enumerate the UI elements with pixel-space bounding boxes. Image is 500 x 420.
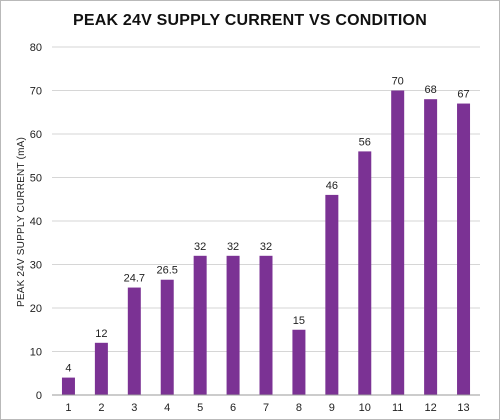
data-label: 32 — [260, 241, 272, 253]
bar — [358, 151, 372, 395]
x-tick-label: 3 — [131, 402, 137, 414]
x-tick-label: 2 — [98, 402, 104, 414]
x-tick-label: 13 — [457, 402, 469, 414]
data-labels: 4 12 24.7 26.5 32 32 32 15 46 56 70 68 67 — [65, 76, 469, 375]
data-label: 46 — [326, 180, 338, 192]
x-tick-label: 5 — [197, 402, 203, 414]
x-tick-label: 11 — [392, 402, 403, 414]
y-tick-label: 30 — [30, 260, 42, 272]
x-tick-label: 4 — [164, 402, 170, 414]
bar — [325, 194, 339, 395]
y-axis-label: PEAK 24V SUPPLY CURRENT (mA) — [16, 137, 27, 307]
x-tick-label: 12 — [424, 402, 436, 414]
y-tick-label: 20 — [30, 303, 42, 315]
bar — [391, 90, 405, 395]
data-label: 56 — [359, 136, 371, 148]
bar — [127, 287, 141, 395]
x-tick-label: 10 — [359, 402, 371, 414]
y-tick-label: 60 — [30, 129, 42, 141]
bar — [292, 329, 306, 395]
bar — [61, 377, 75, 395]
data-label: 32 — [227, 241, 239, 253]
gridlines — [52, 46, 480, 352]
data-label: 70 — [392, 76, 404, 88]
y-tick-label: 0 — [36, 390, 42, 402]
bar — [94, 342, 108, 395]
bar — [160, 279, 174, 395]
data-label: 15 — [293, 315, 305, 327]
data-label: 68 — [424, 84, 436, 96]
bar — [259, 255, 273, 395]
y-tick-label: 70 — [30, 86, 42, 98]
x-tick-label: 6 — [230, 402, 236, 414]
bar — [226, 255, 240, 395]
x-tick-label: 1 — [65, 402, 71, 414]
bar — [193, 255, 207, 395]
y-tick-label: 10 — [30, 347, 42, 359]
x-axis-ticks: 1 2 3 4 5 6 7 8 9 10 11 12 13 — [65, 402, 469, 414]
data-label: 32 — [194, 241, 206, 253]
x-tick-label: 7 — [263, 402, 269, 414]
x-tick-label: 9 — [329, 402, 335, 414]
data-label: 4 — [65, 363, 71, 375]
chart-title: PEAK 24V SUPPLY CURRENT VS CONDITION — [73, 12, 427, 29]
data-label: 12 — [95, 328, 107, 340]
y-axis-ticks: 0 10 20 30 40 50 60 70 80 — [30, 42, 42, 402]
data-label: 24.7 — [124, 273, 145, 285]
bar — [424, 99, 438, 395]
y-tick-label: 80 — [30, 42, 42, 54]
bar — [457, 103, 471, 396]
bars — [61, 90, 471, 396]
y-tick-label: 40 — [30, 216, 42, 228]
y-tick-label: 50 — [30, 173, 42, 185]
data-label: 26.5 — [157, 265, 178, 277]
data-label: 67 — [457, 89, 469, 101]
x-tick-label: 8 — [296, 402, 302, 414]
